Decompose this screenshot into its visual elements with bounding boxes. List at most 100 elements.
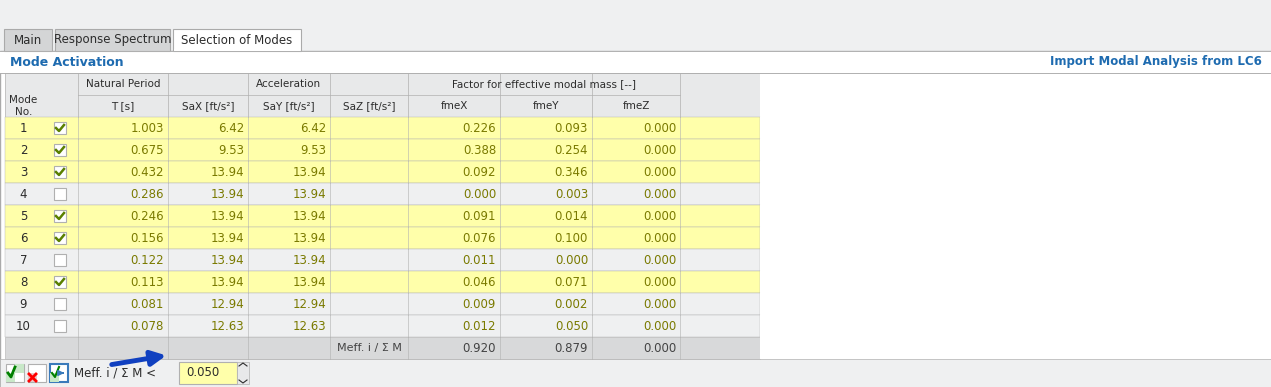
Bar — [5, 183, 760, 205]
Bar — [53, 232, 66, 244]
Text: 0.000: 0.000 — [643, 122, 676, 135]
Text: 0.346: 0.346 — [554, 166, 588, 178]
Text: 0.050: 0.050 — [187, 366, 220, 380]
Text: 13.94: 13.94 — [211, 276, 244, 288]
Bar — [760, 293, 1271, 315]
Text: 12.63: 12.63 — [292, 320, 325, 332]
Text: 0.091: 0.091 — [463, 209, 496, 223]
Bar — [55, 29, 170, 51]
Bar — [760, 117, 1271, 139]
Text: 1.003: 1.003 — [131, 122, 164, 135]
Text: 0.100: 0.100 — [554, 231, 588, 245]
Text: 7: 7 — [20, 253, 27, 267]
Text: 0.011: 0.011 — [463, 253, 496, 267]
Text: 6.42: 6.42 — [217, 122, 244, 135]
Text: fmeZ: fmeZ — [623, 101, 649, 111]
Text: 13.94: 13.94 — [211, 187, 244, 200]
Bar — [53, 320, 66, 332]
Text: 0.093: 0.093 — [554, 122, 588, 135]
Text: 0.002: 0.002 — [554, 298, 588, 310]
Text: fmeY: fmeY — [533, 101, 559, 111]
Bar — [5, 293, 760, 315]
Text: 0.000: 0.000 — [643, 231, 676, 245]
Bar — [5, 271, 760, 293]
Bar — [0, 51, 1271, 387]
Text: 0.000: 0.000 — [643, 276, 676, 288]
Text: Response Spectrum: Response Spectrum — [53, 34, 172, 46]
Text: 0.092: 0.092 — [463, 166, 496, 178]
Text: 0.012: 0.012 — [463, 320, 496, 332]
Text: 0.046: 0.046 — [463, 276, 496, 288]
Bar — [28, 364, 46, 382]
Bar — [5, 315, 760, 337]
Text: Meff. i / Σ M: Meff. i / Σ M — [337, 343, 402, 353]
Text: 2: 2 — [20, 144, 27, 156]
Text: 13.94: 13.94 — [211, 231, 244, 245]
Bar — [760, 205, 1271, 227]
Bar — [5, 337, 760, 359]
Bar — [5, 227, 760, 249]
Text: Mode Activation: Mode Activation — [10, 55, 123, 68]
Text: 0.000: 0.000 — [643, 166, 676, 178]
Text: fmeX: fmeX — [440, 101, 468, 111]
Bar — [0, 0, 1271, 29]
Text: 12.94: 12.94 — [210, 298, 244, 310]
Text: 12.94: 12.94 — [292, 298, 325, 310]
Bar — [53, 122, 66, 134]
Bar — [760, 183, 1271, 205]
Text: 3: 3 — [20, 166, 27, 178]
Text: 0.920: 0.920 — [463, 341, 496, 354]
Bar — [173, 29, 301, 51]
Bar — [53, 144, 66, 156]
Text: 1: 1 — [20, 122, 27, 135]
Text: 0.113: 0.113 — [131, 276, 164, 288]
Bar — [53, 276, 66, 288]
Text: 0.000: 0.000 — [643, 298, 676, 310]
Text: 13.94: 13.94 — [292, 231, 325, 245]
Text: 6.42: 6.42 — [300, 122, 325, 135]
Text: SaZ [ft/s²]: SaZ [ft/s²] — [343, 101, 395, 111]
Bar — [5, 205, 760, 227]
Text: 0.879: 0.879 — [554, 341, 588, 354]
Text: 0.071: 0.071 — [554, 276, 588, 288]
Bar — [174, 49, 300, 51]
Text: 0.286: 0.286 — [131, 187, 164, 200]
Bar — [53, 210, 66, 222]
Text: 0.009: 0.009 — [463, 298, 496, 310]
Bar — [760, 249, 1271, 271]
Text: 4: 4 — [20, 187, 27, 200]
Text: 0.246: 0.246 — [131, 209, 164, 223]
Bar — [6, 373, 15, 382]
Text: Acceleration: Acceleration — [255, 79, 320, 89]
Bar — [28, 373, 37, 382]
Bar — [5, 249, 760, 271]
Text: 0.432: 0.432 — [131, 166, 164, 178]
Text: 9.53: 9.53 — [219, 144, 244, 156]
Text: 0.078: 0.078 — [131, 320, 164, 332]
Text: 0.000: 0.000 — [463, 187, 496, 200]
Bar — [760, 161, 1271, 183]
Bar — [50, 364, 69, 382]
Text: Import Modal Analysis from LC6: Import Modal Analysis from LC6 — [1050, 55, 1262, 68]
Bar — [5, 117, 760, 139]
Bar — [53, 188, 66, 200]
Text: Natural Period: Natural Period — [85, 79, 160, 89]
Text: 0.156: 0.156 — [131, 231, 164, 245]
Text: 10: 10 — [17, 320, 31, 332]
Text: SaX [ft/s²]: SaX [ft/s²] — [182, 101, 234, 111]
Bar — [760, 271, 1271, 293]
Bar — [179, 362, 236, 384]
Bar — [760, 315, 1271, 337]
Text: 0.050: 0.050 — [554, 320, 588, 332]
Text: 0.675: 0.675 — [131, 144, 164, 156]
Text: 0.388: 0.388 — [463, 144, 496, 156]
Text: 6: 6 — [20, 231, 27, 245]
Bar — [0, 51, 1271, 73]
Text: 13.94: 13.94 — [292, 166, 325, 178]
Text: 13.94: 13.94 — [211, 166, 244, 178]
Bar — [5, 161, 760, 183]
Text: 13.94: 13.94 — [292, 276, 325, 288]
Bar — [760, 73, 1271, 117]
Text: 8: 8 — [20, 276, 27, 288]
Bar — [53, 254, 66, 266]
